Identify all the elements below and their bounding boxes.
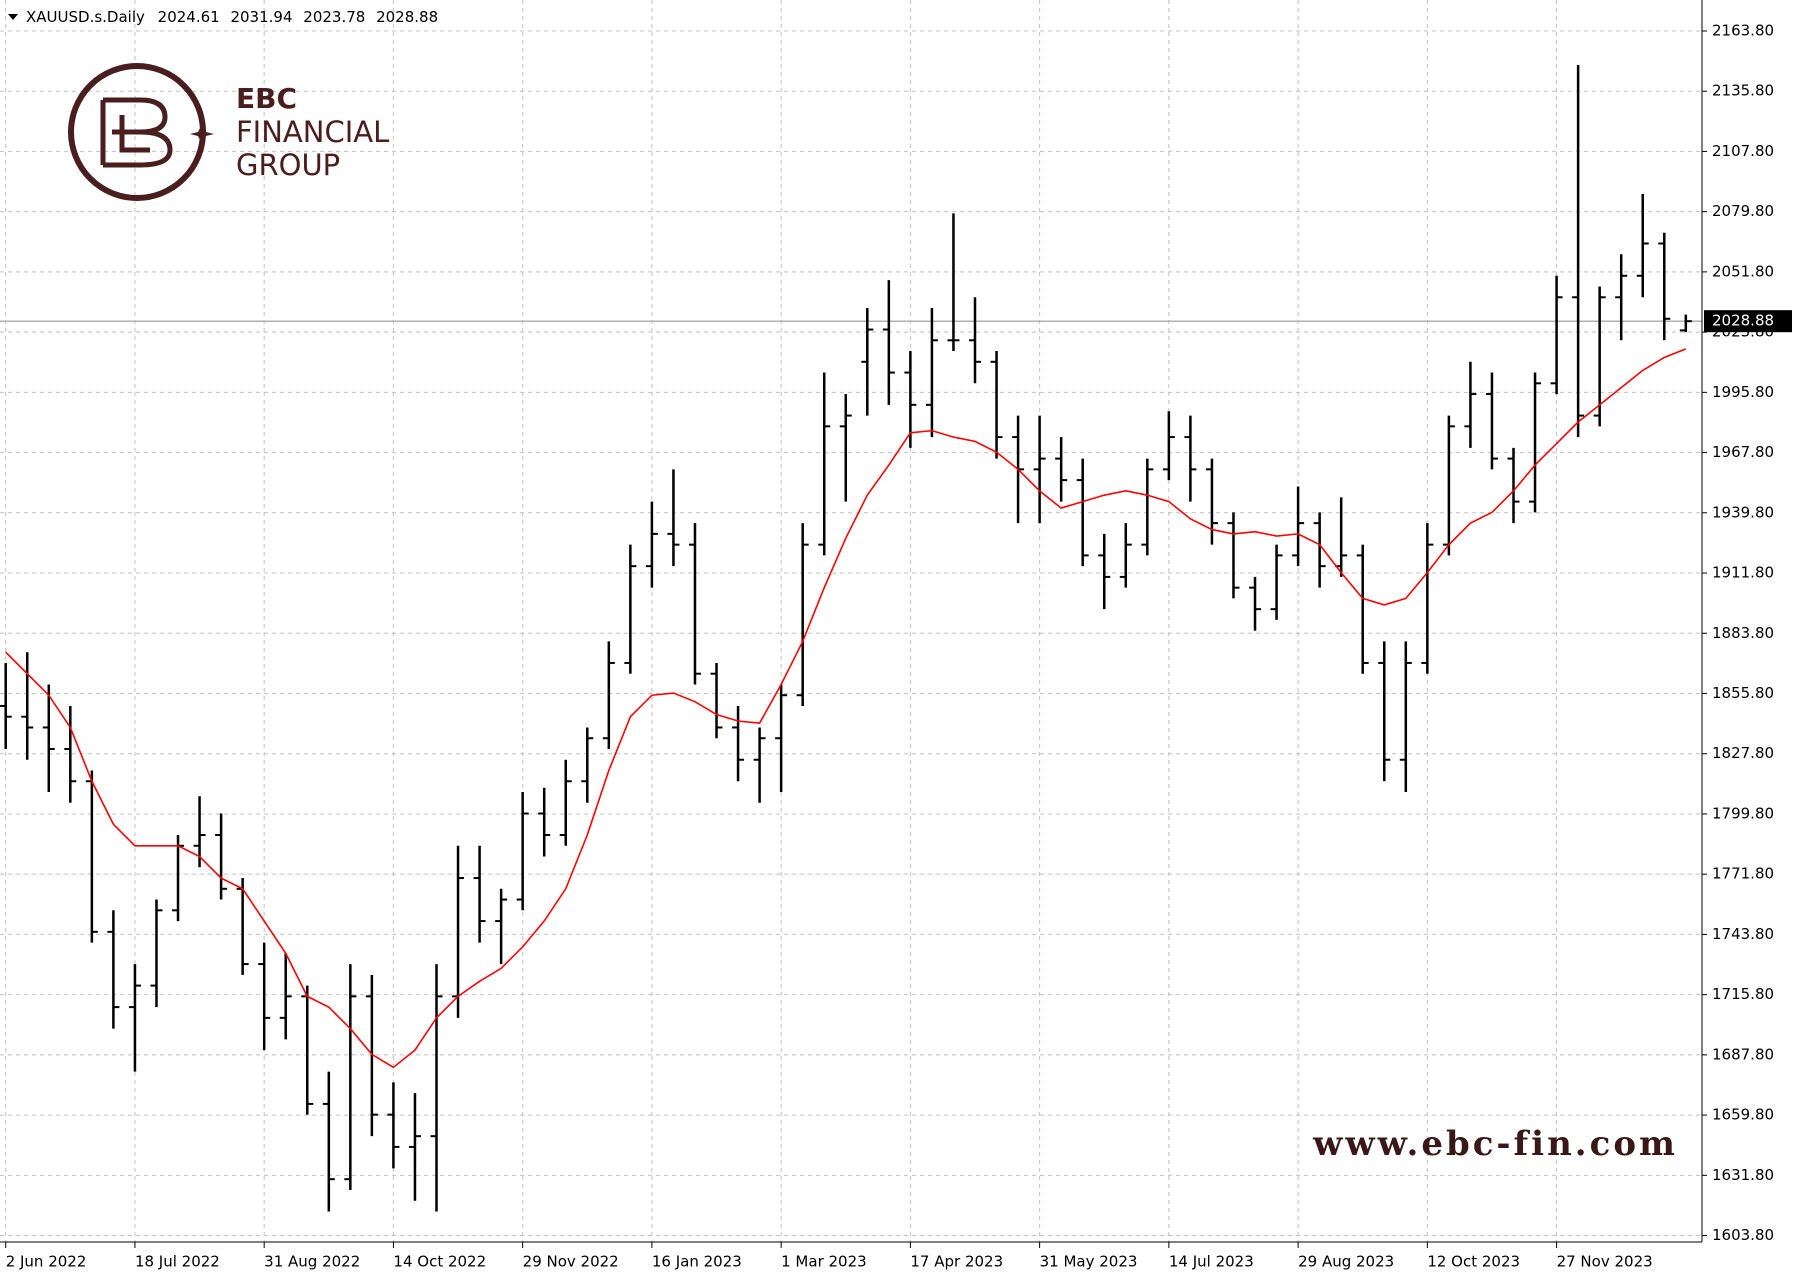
x-tick-label: 27 Nov 2023 <box>1557 1253 1653 1271</box>
x-tick-label: 17 Apr 2023 <box>910 1253 1003 1271</box>
y-tick-label: 1659.80 <box>1712 1106 1774 1124</box>
x-tick-label: 31 Aug 2022 <box>264 1253 360 1271</box>
brand: EBC <box>236 82 297 115</box>
y-tick-label: 2107.80 <box>1712 142 1774 160</box>
x-tick-label: 14 Jul 2023 <box>1169 1253 1254 1271</box>
y-tick-label: 2163.80 <box>1712 21 1774 39</box>
y-tick-label: 1883.80 <box>1712 624 1774 642</box>
x-tick-label: 2 Jun 2022 <box>6 1253 87 1271</box>
y-tick-label: 1771.80 <box>1712 865 1774 883</box>
low: 2023.78 <box>303 8 365 26</box>
y-tick-label: 2079.80 <box>1712 202 1774 220</box>
x-tick-label: 31 May 2023 <box>1040 1253 1138 1271</box>
x-tick-label: 14 Oct 2022 <box>393 1253 486 1271</box>
header: XAUUSD.s.Daily 2024.61 2031.94 2023.78 2… <box>26 8 438 26</box>
y-tick-label: 1911.80 <box>1712 564 1774 582</box>
y-tick-label: 1967.80 <box>1712 443 1774 461</box>
price-label: 2028.88 <box>1712 312 1774 330</box>
y-tick-label: 1631.80 <box>1712 1166 1774 1184</box>
x-tick-label: 29 Nov 2022 <box>523 1253 619 1271</box>
logo: EBC FINANCIAL GROUP <box>68 63 389 201</box>
close: 2028.88 <box>376 8 438 26</box>
y-tick-label: 2051.80 <box>1712 262 1774 280</box>
high: 2031.94 <box>230 8 292 26</box>
brand-line: GROUP <box>236 148 340 182</box>
menu-arrow <box>8 14 18 20</box>
y-tick-label: 1995.80 <box>1712 383 1774 401</box>
y-tick-label: 1715.80 <box>1712 985 1774 1003</box>
x-tick-label: 12 Oct 2023 <box>1427 1253 1520 1271</box>
brand-line: FINANCIAL <box>236 115 389 149</box>
symbol: XAUUSD.s.Daily <box>26 8 145 26</box>
y-tick-label: 2135.80 <box>1712 82 1774 100</box>
y-tick-label: 1827.80 <box>1712 744 1774 762</box>
x-tick-label: 18 Jul 2022 <box>135 1253 220 1271</box>
y-tick-label: 1799.80 <box>1712 804 1774 822</box>
y-tick-label: 1855.80 <box>1712 684 1774 702</box>
logo-mark <box>100 97 173 168</box>
y-tick-label: 1743.80 <box>1712 925 1774 943</box>
moving-average <box>5 348 1687 1069</box>
open: 2024.61 <box>158 8 220 26</box>
y-tick-label: 1603.80 <box>1712 1226 1774 1244</box>
marks <box>0 64 1692 1212</box>
x-tick-label: 29 Aug 2023 <box>1298 1253 1394 1271</box>
x-tick-label: 16 Jan 2023 <box>652 1253 742 1271</box>
y-tick-label: 1939.80 <box>1712 503 1774 521</box>
url: www.ebc-fin.com <box>1312 1124 1678 1164</box>
price-box <box>1704 310 1792 333</box>
x-tick-label: 1 Mar 2023 <box>781 1253 867 1271</box>
logo-star <box>190 124 214 144</box>
y-tick-label: 1687.80 <box>1712 1045 1774 1063</box>
